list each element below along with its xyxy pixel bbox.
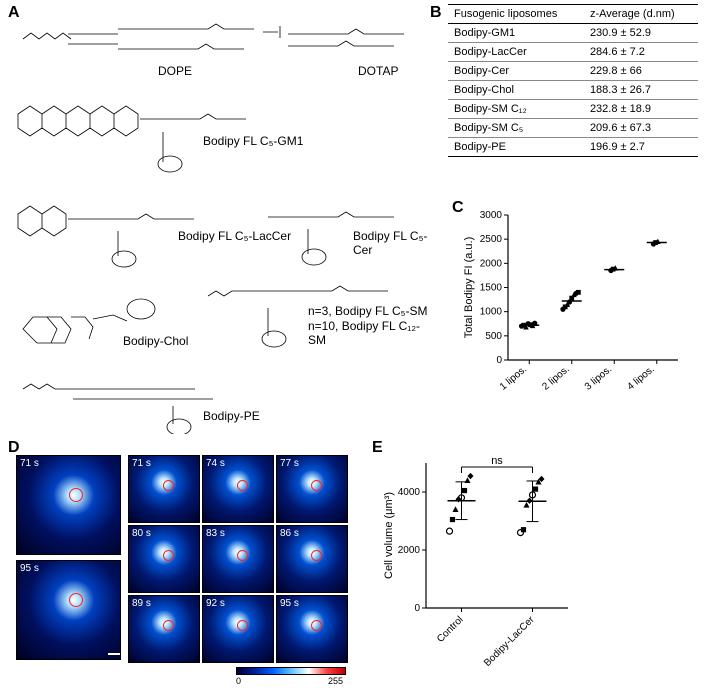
roi-ring (69, 593, 83, 607)
roi-ring (311, 480, 322, 491)
table-cell: 196.9 ± 2.7 (584, 138, 698, 157)
svg-text:4000: 4000 (398, 487, 421, 498)
colorbar-max: 255 (328, 676, 343, 686)
table-cell: 209.6 ± 67.3 (584, 119, 698, 138)
table-cell: Bodipy-Chol (448, 81, 584, 100)
roi-ring (237, 480, 248, 491)
micro-frame-small: 74 s (202, 455, 274, 523)
svg-text:2 lipos.: 2 lipos. (540, 364, 571, 393)
frame-time: 89 s (132, 598, 151, 609)
frame-time: 86 s (280, 528, 299, 539)
roi-ring (311, 550, 322, 561)
svg-text:2500: 2500 (480, 234, 503, 245)
frame-time: 71 s (132, 458, 151, 469)
roi-ring (163, 480, 174, 491)
frame-time: 80 s (132, 528, 151, 539)
svg-text:1500: 1500 (480, 283, 503, 294)
micro-frame-small: 71 s (128, 455, 200, 523)
panel-e: E 020004000Cell volume (μm³)ControlBodip… (378, 445, 578, 680)
svg-text:2000: 2000 (398, 545, 421, 556)
colorbar (236, 667, 346, 675)
chem-label: DOPE (158, 64, 192, 78)
table-cell: Bodipy-LacCer (448, 43, 584, 62)
svg-text:3 lipos.: 3 lipos. (583, 364, 614, 393)
svg-text:4 lipos.: 4 lipos. (625, 364, 656, 393)
frame-time: 77 s (280, 458, 299, 469)
svg-text:1 lipos.: 1 lipos. (498, 364, 529, 393)
table-row: Bodipy-SM C₅209.6 ± 67.3 (448, 119, 698, 138)
svg-text:Bodipy-LacCer: Bodipy-LacCer (482, 614, 537, 669)
frame-time: 95 s (20, 563, 39, 574)
svg-text:1000: 1000 (480, 307, 503, 318)
table-cell: 229.8 ± 66 (584, 62, 698, 81)
colorbar-min: 0 (236, 676, 241, 686)
micro-frame-small: 86 s (276, 525, 348, 593)
chem-label: DOTAP (358, 64, 398, 78)
micro-frame-large: 71 s (16, 455, 121, 555)
table-row: Bodipy-SM C₁₂232.8 ± 18.9 (448, 100, 698, 119)
chem-label: Bodipy-PE (203, 409, 260, 423)
svg-text:ns: ns (491, 455, 503, 467)
chem-label: Bodipy FL C₅-LacCer (178, 229, 291, 243)
liposome-table: Fusogenic liposomes z-Average (d.nm) Bod… (448, 4, 698, 157)
table-cell: Bodipy-SM C₁₂ (448, 100, 584, 119)
roi-ring (311, 620, 322, 631)
table-cell: Bodipy-PE (448, 138, 584, 157)
panel-c: C 050010001500200025003000Total Bodipy F… (458, 205, 688, 415)
table-cell: Bodipy-Cer (448, 62, 584, 81)
frame-time: 95 s (280, 598, 299, 609)
svg-text:500: 500 (485, 331, 502, 342)
table-col-1: z-Average (d.nm) (584, 5, 698, 24)
micro-frame-small: 83 s (202, 525, 274, 593)
micro-frame-small: 80 s (128, 525, 200, 593)
roi-ring (237, 550, 248, 561)
table-cell: 230.9 ± 52.9 (584, 24, 698, 43)
panel-b: B Fusogenic liposomes z-Average (d.nm) B… (448, 4, 698, 157)
svg-text:0: 0 (414, 603, 420, 614)
panel-c-chart: 0 500 1000 1500 2000 2500 3000 Total Bodipy FI … (458, 205, 688, 415)
panel-e-chart: 0 2000 4000Cell volume (μm³) Control Bodipy-… (378, 445, 578, 680)
micro-frame-small: 92 s (202, 595, 274, 663)
table-cell: 232.8 ± 18.9 (584, 100, 698, 119)
table-cell: Bodipy-SM C₅ (448, 119, 584, 138)
chem-label: Bodipy FL C₅-GM1 (203, 134, 303, 148)
panel-e-label: E (372, 439, 383, 457)
svg-text:3000: 3000 (480, 210, 503, 221)
table-row: Bodipy-LacCer284.6 ± 7.2 (448, 43, 698, 62)
micro-frame-large: 95 s (16, 560, 121, 660)
table-col-0: Fusogenic liposomes (448, 5, 584, 24)
roi-ring (163, 550, 174, 561)
frame-time: 74 s (206, 458, 225, 469)
svg-text:2000: 2000 (480, 258, 503, 269)
chem-label: Bodipy-Chol (123, 334, 188, 348)
roi-ring (69, 488, 83, 502)
svg-text:Total Bodipy FI (a.u.): Total Bodipy FI (a.u.) (463, 237, 475, 339)
panel-d: D 71 s95 s71 s74 s77 s80 s83 s86 s89 s92… (8, 445, 358, 680)
panel-b-label: B (430, 4, 442, 22)
svg-text:Cell volume (μm³): Cell volume (μm³) (383, 492, 395, 579)
svg-text:0: 0 (496, 355, 502, 366)
scale-bar (108, 653, 120, 655)
micro-frame-small: 89 s (128, 595, 200, 663)
frame-time: 92 s (206, 598, 225, 609)
micro-frame-small: 95 s (276, 595, 348, 663)
panel-c-label: C (452, 199, 464, 217)
table-row: Bodipy-PE196.9 ± 2.7 (448, 138, 698, 157)
roi-ring (163, 620, 174, 631)
frame-time: 71 s (20, 458, 39, 469)
chem-label: n=10, Bodipy FL C₁₂-SM (308, 319, 428, 347)
table-row: Bodipy-Cer229.8 ± 66 (448, 62, 698, 81)
chem-label: Bodipy FL C₅-Cer (353, 229, 428, 257)
roi-ring (237, 620, 248, 631)
micro-frame-small: 77 s (276, 455, 348, 523)
table-cell: Bodipy-GM1 (448, 24, 584, 43)
table-row: Bodipy-Chol188.3 ± 26.7 (448, 81, 698, 100)
table-cell: 188.3 ± 26.7 (584, 81, 698, 100)
table-cell: 284.6 ± 7.2 (584, 43, 698, 62)
chem-label: n=3, Bodipy FL C₅-SM (308, 304, 427, 318)
panel-a: A (8, 4, 428, 434)
frame-time: 83 s (206, 528, 225, 539)
svg-text:Control: Control (435, 614, 466, 645)
table-row: Bodipy-GM1230.9 ± 52.9 (448, 24, 698, 43)
